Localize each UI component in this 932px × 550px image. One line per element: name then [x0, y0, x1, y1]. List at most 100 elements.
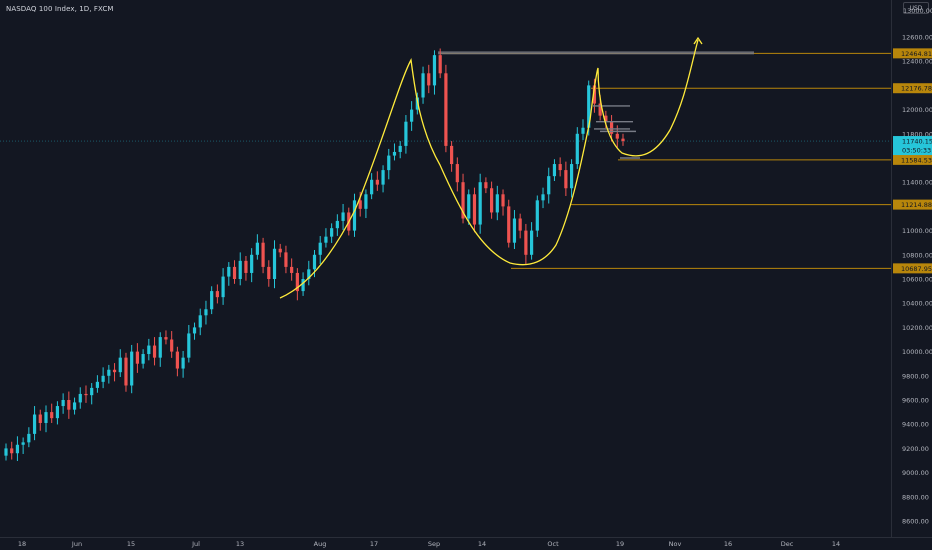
candle-body	[10, 448, 14, 454]
candle-body	[490, 188, 494, 213]
time-axis-label: 19	[616, 540, 624, 548]
candle-body	[78, 393, 82, 403]
price-axis-label: 10800.00	[902, 251, 932, 259]
level-label-bg	[893, 48, 932, 59]
time-axis-label: 18	[18, 540, 26, 548]
candle-body	[101, 375, 105, 382]
candle-body	[467, 194, 471, 219]
candle-body	[495, 194, 499, 213]
candle-body	[484, 182, 488, 189]
candle-body	[575, 133, 579, 165]
currency-button[interactable]: USD	[903, 2, 929, 14]
time-axis-label: Oct	[547, 540, 559, 548]
price-axis-label: 10600.00	[902, 276, 932, 284]
candle-body	[38, 414, 42, 423]
candle-body	[67, 400, 71, 410]
candle-body	[250, 254, 254, 273]
candle-body	[558, 164, 562, 171]
candle-body	[307, 269, 311, 279]
candle-body	[141, 354, 145, 364]
time-axis-label: 17	[370, 540, 378, 548]
candle-body	[427, 73, 431, 86]
candle-body	[50, 412, 54, 419]
candle-body	[272, 248, 277, 279]
price-axis-label: 11400.00	[902, 179, 932, 187]
candle-body	[15, 444, 20, 454]
time-axis: 18 Jun 15 Jul 13 Aug 17 Sep 14 Oct 19 Nov 16 Dec 14	[18, 540, 840, 548]
candle-body	[444, 73, 448, 146]
resistance-band	[438, 51, 754, 55]
time-axis-label: Jul	[191, 540, 200, 548]
candles	[4, 48, 625, 461]
price-axis: 13000.00 12600.00 12400.00 12000.00 11800.00…	[902, 7, 932, 526]
level-label-bg	[893, 83, 932, 94]
price-axis-label: 10400.00	[902, 300, 932, 308]
candle-body	[4, 448, 8, 456]
candle-body	[501, 194, 505, 207]
candle-body	[55, 406, 60, 419]
price-axis-label: 9800.00	[902, 372, 929, 380]
price-axis-label: 12600.00	[902, 34, 932, 42]
price-axis-label: 10200.00	[902, 324, 932, 332]
candle-body	[198, 315, 202, 328]
candle-body	[552, 164, 557, 177]
level-label-bg	[893, 154, 932, 165]
candle-body	[529, 230, 534, 255]
candle-body	[312, 254, 317, 270]
level-label-bg	[893, 263, 932, 274]
candle-body	[592, 85, 597, 104]
candle-body	[158, 337, 162, 358]
candle-body	[381, 170, 385, 185]
price-axis-label: 9200.00	[902, 445, 929, 453]
price-axis-label: 10000.00	[902, 348, 932, 356]
candle-body	[410, 109, 414, 122]
candle-body	[352, 200, 357, 231]
price-axis-label: 9000.00	[902, 469, 929, 477]
price-axis-label: 9600.00	[902, 397, 929, 405]
candle-body	[541, 194, 545, 201]
candle-body	[204, 309, 208, 316]
candle-body	[535, 200, 539, 231]
level-label: 10687.95	[901, 265, 932, 273]
candle-body	[370, 179, 374, 195]
candle-body	[112, 369, 117, 373]
candle-body	[375, 179, 379, 185]
time-axis-label: Nov	[669, 540, 682, 548]
candle-body	[604, 115, 608, 122]
candle-body	[187, 333, 191, 358]
candle-body	[290, 266, 294, 273]
candle-body	[330, 228, 334, 237]
candle-body	[44, 412, 48, 423]
candle-body	[192, 327, 197, 334]
price-axis-label: 12400.00	[902, 58, 932, 66]
level-label: 11584.53	[901, 156, 932, 164]
price-axis-label: 9400.00	[902, 421, 929, 429]
candle-body	[221, 276, 225, 298]
price-axis-top-label: 13000.00	[903, 7, 932, 15]
time-axis-label: Sep	[428, 540, 440, 548]
candle-body	[569, 164, 574, 189]
candle-body	[124, 357, 128, 386]
candle-body	[478, 182, 482, 225]
candle-body	[358, 200, 362, 209]
candle-body	[581, 127, 585, 134]
candle-body	[598, 103, 602, 116]
current-price-label-bg	[893, 136, 932, 156]
candle-body	[170, 339, 174, 352]
candle-body	[341, 212, 345, 221]
candle-body	[450, 145, 454, 165]
candle-body	[238, 260, 242, 279]
countdown-label: 03:50:33	[902, 147, 931, 155]
time-axis-label: 16	[724, 540, 732, 548]
candle-body	[621, 138, 625, 142]
candle-body	[472, 194, 477, 225]
price-axis-label: 11000.00	[902, 227, 932, 235]
candle-body	[507, 206, 511, 243]
candle-body	[512, 218, 517, 243]
time-axis-label: 14	[832, 540, 840, 548]
candle-body	[392, 151, 397, 156]
candle-body	[27, 433, 31, 443]
price-axis-label: 12000.00	[902, 106, 932, 114]
